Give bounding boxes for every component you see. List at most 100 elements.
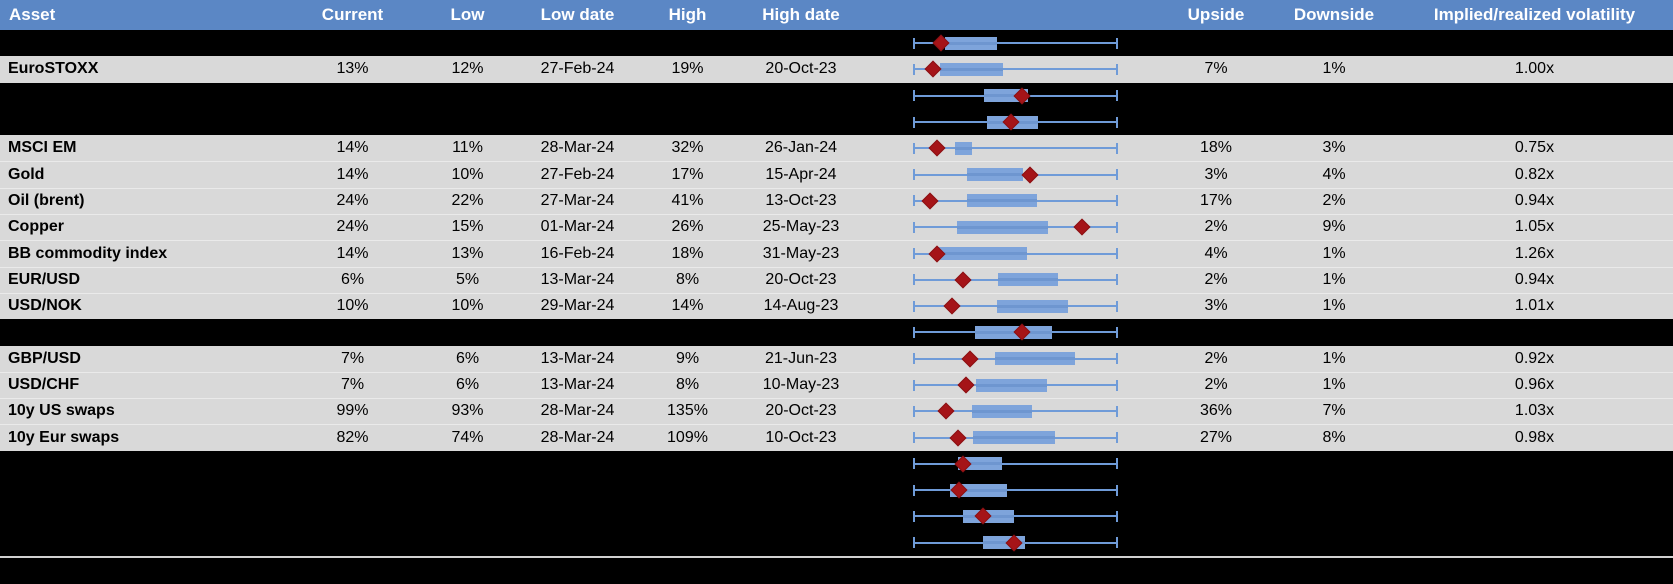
cell-asset[interactable] [0,530,280,556]
cell-low[interactable]: 74% [451,428,484,446]
cell-current[interactable]: 24% [336,191,369,209]
cell-low[interactable]: 15% [451,218,484,236]
cell-low[interactable]: 10% [451,297,484,315]
cell-high_date[interactable] [730,319,872,345]
cell-high[interactable] [645,503,730,529]
cell-asset[interactable]: EUR/USD [8,270,81,288]
cell-vol[interactable] [1396,109,1673,135]
cell-upside[interactable]: 36% [1199,402,1233,420]
cell-high_date[interactable]: 14-Aug-23 [763,297,839,315]
cell-range_plot[interactable] [872,30,1160,56]
cell-range_plot[interactable] [872,109,1160,135]
cell-range_plot[interactable] [872,267,1160,293]
cell-asset[interactable] [0,503,280,529]
cell-low_date[interactable] [510,530,645,556]
cell-current[interactable] [280,477,425,503]
cell-low_date[interactable]: 28-Mar-24 [540,428,615,446]
cell-low_date[interactable] [510,30,645,56]
cell-high[interactable]: 8% [675,376,700,393]
cell-asset[interactable] [0,30,280,56]
column-header-asset[interactable]: Asset [9,5,56,24]
cell-current[interactable]: 13% [336,60,369,78]
cell-high_date[interactable] [730,477,872,503]
cell-vol[interactable]: 0.94x [1514,191,1555,209]
cell-low_date[interactable]: 27-Feb-24 [540,165,615,183]
cell-low[interactable]: 6% [455,349,480,367]
cell-current[interactable] [280,30,425,56]
cell-range_plot[interactable] [872,188,1160,214]
cell-high_date[interactable]: 26-Jan-24 [764,139,838,157]
cell-vol[interactable] [1396,319,1673,345]
cell-downside[interactable]: 1% [1322,376,1346,393]
cell-range_plot[interactable] [872,346,1160,372]
cell-vol[interactable]: 1.26x [1514,244,1555,262]
cell-current[interactable]: 7% [340,376,365,393]
cell-vol[interactable]: 0.75x [1514,139,1555,157]
cell-high[interactable] [645,30,730,56]
cell-asset[interactable]: GBP/USD [8,349,81,367]
cell-current[interactable] [280,319,425,345]
cell-vol[interactable]: 1.00x [1514,60,1555,78]
cell-low_date[interactable] [510,503,645,529]
cell-high_date[interactable] [730,109,872,135]
cell-high_date[interactable] [730,83,872,109]
cell-asset[interactable]: EuroSTOXX [8,60,99,78]
cell-low[interactable]: 10% [451,165,484,183]
cell-low_date[interactable] [510,109,645,135]
cell-asset[interactable]: Gold [8,165,45,183]
cell-high[interactable] [645,451,730,477]
cell-asset[interactable]: USD/NOK [8,297,82,315]
cell-vol[interactable]: 0.94x [1514,270,1555,288]
cell-downside[interactable] [1272,319,1396,345]
cell-downside[interactable]: 1% [1322,349,1346,367]
cell-current[interactable] [280,503,425,529]
cell-range_plot[interactable] [872,293,1160,319]
cell-low[interactable]: 13% [451,244,484,262]
cell-upside[interactable] [1160,503,1272,529]
cell-downside[interactable]: 1% [1322,60,1346,78]
cell-current[interactable] [280,451,425,477]
cell-high_date[interactable]: 20-Oct-23 [765,60,837,78]
cell-low_date[interactable] [510,319,645,345]
cell-current[interactable]: 82% [336,428,369,446]
cell-asset[interactable] [0,477,280,503]
cell-low_date[interactable]: 27-Mar-24 [540,191,615,209]
cell-asset[interactable] [0,83,280,109]
cell-low_date[interactable]: 13-Mar-24 [540,270,615,288]
cell-upside[interactable] [1160,109,1272,135]
cell-low_date[interactable]: 16-Feb-24 [540,244,615,262]
cell-high[interactable]: 8% [675,270,700,288]
cell-low_date[interactable]: 28-Mar-24 [540,139,615,157]
cell-vol[interactable]: 0.82x [1514,165,1555,183]
cell-low_date[interactable]: 13-Mar-24 [540,349,615,367]
cell-upside[interactable]: 4% [1204,244,1228,262]
cell-upside[interactable]: 2% [1204,349,1228,367]
cell-vol[interactable]: 1.03x [1514,402,1555,420]
cell-high[interactable]: 18% [671,244,704,262]
cell-downside[interactable] [1272,30,1396,56]
cell-vol[interactable] [1396,30,1673,56]
column-header-low_date[interactable]: Low date [540,5,615,24]
cell-upside[interactable] [1160,530,1272,556]
cell-high_date[interactable] [730,30,872,56]
cell-vol[interactable] [1396,503,1673,529]
cell-upside[interactable]: 2% [1204,218,1228,236]
cell-range_plot[interactable] [872,135,1160,161]
cell-high[interactable] [645,477,730,503]
cell-asset[interactable]: USD/CHF [8,376,80,393]
cell-vol[interactable]: 0.96x [1514,376,1555,393]
cell-downside[interactable]: 1% [1322,270,1346,288]
cell-current[interactable]: 99% [336,402,369,420]
cell-current[interactable]: 14% [336,165,369,183]
cell-high[interactable] [645,319,730,345]
cell-high_date[interactable] [730,451,872,477]
cell-high[interactable]: 19% [671,60,704,78]
cell-vol[interactable] [1396,477,1673,503]
cell-high_date[interactable]: 25-May-23 [762,218,840,236]
cell-downside[interactable] [1272,503,1396,529]
column-header-high_date[interactable]: High date [762,5,840,24]
cell-asset[interactable]: Copper [8,218,64,236]
cell-upside[interactable]: 2% [1204,270,1228,288]
cell-range_plot[interactable] [872,214,1160,240]
cell-range_plot[interactable] [872,424,1160,450]
